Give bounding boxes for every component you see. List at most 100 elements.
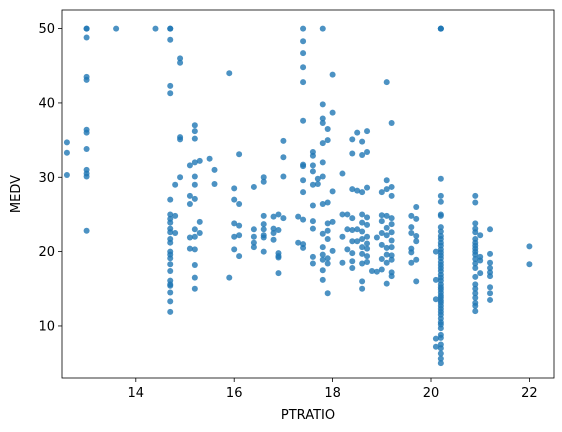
scatter-point <box>186 201 193 208</box>
scatter-point <box>413 256 420 263</box>
scatter-point <box>186 162 193 169</box>
scatter-point <box>319 230 326 237</box>
scatter-point <box>231 220 238 227</box>
scatter-point <box>236 201 243 208</box>
scatter-point <box>364 221 371 228</box>
scatter-point <box>472 302 479 309</box>
scatter-point <box>378 266 385 273</box>
scatter-point <box>349 227 356 234</box>
scatter-point <box>280 173 287 180</box>
scatter-point <box>250 183 257 190</box>
scatter-point <box>309 181 316 188</box>
scatter-point <box>167 229 174 236</box>
scatter-point <box>437 325 444 332</box>
scatter-point <box>319 25 326 32</box>
scatter-point <box>383 224 390 231</box>
scatter-point <box>437 350 444 357</box>
scatter-point <box>300 117 307 124</box>
scatter-point <box>354 129 361 136</box>
scatter-point <box>319 120 326 126</box>
scatter-point <box>487 226 494 233</box>
scatter-point <box>309 253 316 260</box>
scatter-point <box>354 187 361 194</box>
scatter-point <box>359 138 366 145</box>
scatter-point <box>472 199 479 206</box>
scatter-point <box>324 255 331 262</box>
scatter-point <box>260 226 267 233</box>
scatter-point <box>432 335 439 342</box>
scatter-point <box>378 241 385 248</box>
scatter-point <box>260 178 267 185</box>
scatter-point <box>329 218 336 225</box>
scatter-point <box>437 25 444 32</box>
scatter-point <box>300 189 307 196</box>
scatter-point <box>300 38 307 45</box>
scatter-point <box>408 249 415 256</box>
scatter-point <box>388 256 395 263</box>
y-axis-ticks: 10 20 30 40 50 <box>38 22 62 334</box>
scatter-point <box>472 290 479 297</box>
scatter-point <box>167 219 174 226</box>
scatter-point <box>172 181 179 188</box>
scatter-point <box>388 120 395 126</box>
scatter-point <box>388 229 395 236</box>
scatter-point <box>191 128 198 135</box>
scatter-point <box>167 308 174 315</box>
scatter-point <box>487 273 494 280</box>
x-tick-label: 14 <box>128 386 145 401</box>
scatter-point <box>359 151 366 158</box>
scatter-point <box>196 157 203 164</box>
scatter-point <box>349 258 356 265</box>
scatter-point <box>324 199 331 206</box>
scatter-point <box>191 135 198 142</box>
x-tick-label: 18 <box>324 386 341 401</box>
scatter-point <box>378 218 385 225</box>
scatter-point <box>368 267 375 274</box>
scatter-point <box>359 211 366 218</box>
scatter-point <box>408 230 415 237</box>
scatter-point <box>324 290 331 297</box>
scatter-point <box>472 251 479 258</box>
scatter-point <box>364 253 371 260</box>
scatter-point <box>83 173 90 180</box>
scatter-point <box>300 163 307 170</box>
scatter-point <box>211 180 218 187</box>
scatter-point <box>364 128 371 135</box>
scatter-point <box>408 224 415 231</box>
scatter-point <box>364 149 371 155</box>
scatter-point <box>177 174 184 181</box>
scatter-point <box>236 222 243 229</box>
scatter-point <box>300 25 307 32</box>
scatter-point <box>388 244 395 251</box>
scatter-point <box>432 296 439 303</box>
scatter-point <box>472 192 479 199</box>
scatter-point <box>354 226 361 233</box>
scatter-point <box>349 250 356 257</box>
y-axis-label: MEDV <box>9 175 24 213</box>
scatter-point <box>63 139 70 146</box>
scatter-point <box>339 233 346 240</box>
scatter-point <box>231 185 238 192</box>
scatter-point <box>280 215 287 222</box>
y-tick-label: 50 <box>38 22 55 37</box>
scatter-point <box>236 151 243 158</box>
scatter-point <box>364 184 371 191</box>
scatter-point <box>231 233 238 240</box>
scatter-point <box>432 248 439 255</box>
scatter-point <box>359 250 366 257</box>
scatter-point <box>359 244 366 251</box>
scatter-point <box>167 196 174 203</box>
scatter-point <box>250 233 257 240</box>
scatter-point <box>388 273 395 280</box>
scatter-point <box>280 137 287 144</box>
scatter-point <box>231 246 238 253</box>
scatter-point <box>378 230 385 237</box>
scatter-point <box>177 136 184 143</box>
scatter-point <box>388 192 395 199</box>
scatter-point <box>167 255 174 262</box>
scatter-point <box>191 233 198 240</box>
scatter-point <box>295 239 302 246</box>
scatter-point <box>383 251 390 258</box>
scatter-point <box>319 173 326 180</box>
scatter-point <box>250 239 257 246</box>
